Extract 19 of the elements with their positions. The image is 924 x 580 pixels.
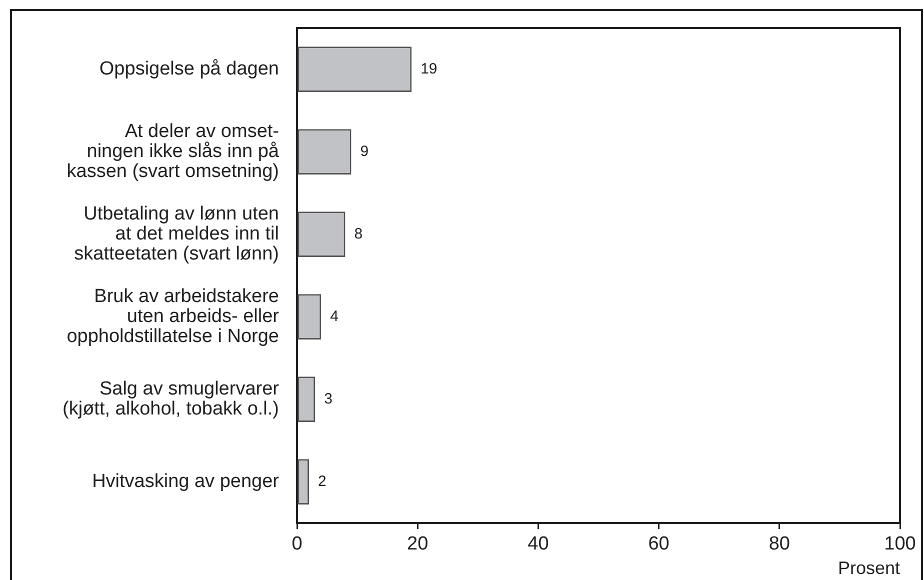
y-tick-label: Oppsigelse på dagen — [99, 58, 279, 80]
data-label: 3 — [324, 390, 332, 408]
data-label: 8 — [354, 225, 363, 242]
x-tick-label: 80 — [768, 534, 790, 555]
x-tick-label: 20 — [407, 534, 428, 555]
y-tick-label: Hvitvasking av penger — [92, 470, 280, 492]
x-axis-title: Prosent — [838, 558, 900, 578]
y-tick-label: Bruk av arbeidstakere uten arbeids- eller oppholdstillatelse i Norge — [66, 286, 280, 347]
y-tick-label: Salg av smuglervarer (kjøtt, alkohol, tobakk o.l.) — [62, 378, 280, 420]
data-label: 2 — [318, 472, 326, 490]
x-tick-label: 0 — [292, 534, 302, 555]
data-label: 9 — [360, 142, 369, 160]
x-tick-label: 40 — [528, 534, 549, 555]
x-tick-label: 60 — [648, 534, 670, 555]
data-label: 19 — [420, 60, 438, 78]
data-label: 4 — [330, 308, 338, 325]
x-tick-label: 100 — [884, 534, 916, 555]
y-tick-label: At deler av omset- ningen ikke slås inn på kassen (svart omsetning) — [66, 121, 280, 182]
y-tick-label: Utbetaling av lønn uten at det meldes inn til skatteetaten (svart lønn) — [74, 204, 279, 264]
